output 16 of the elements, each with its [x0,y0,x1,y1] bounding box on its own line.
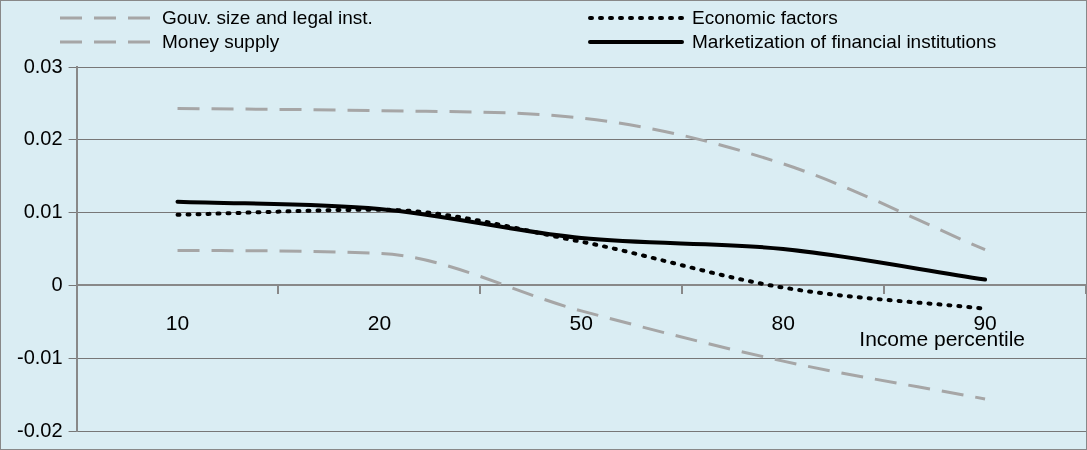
x-tick-label: 20 [367,310,392,334]
y-tick-label: 0.02 [23,127,63,150]
x-tick-label: 80 [771,310,795,334]
x-tick-label: 90 [973,310,997,334]
line-series [176,107,987,252]
legend-label: Money supply [162,31,280,53]
y-tick-label: -0.01 [16,345,63,368]
legend-label: Economic factors [692,7,838,29]
legend-label: Gouv. size and legal inst. [162,7,373,29]
legend-label: Marketization of financial institutions [692,31,997,53]
y-tick-label: -0.02 [16,418,63,441]
x-tick-label: 10 [165,310,190,334]
y-tick-label: 0.01 [23,200,63,223]
y-tick-label: 0 [51,272,63,295]
y-tick-label: 0.03 [23,54,63,77]
x-tick-label: 50 [569,310,593,334]
